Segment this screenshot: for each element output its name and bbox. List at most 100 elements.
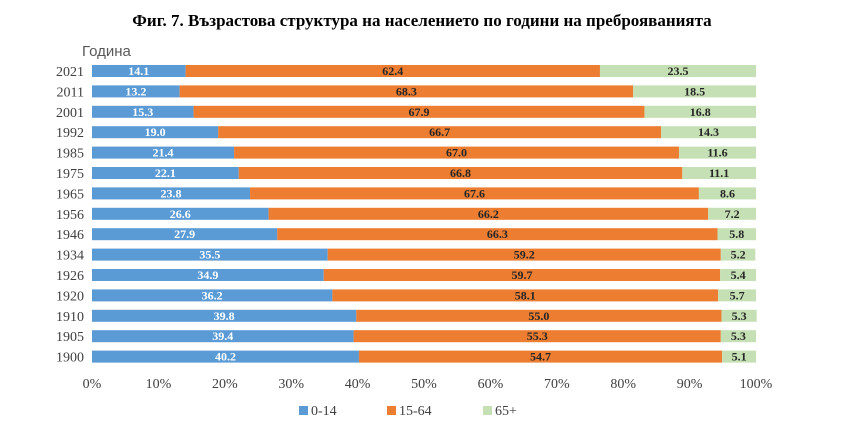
bar-segment-0-14	[92, 269, 324, 281]
bar-segment-15-64	[268, 207, 709, 220]
x-tick-label: 50%	[411, 377, 437, 392]
y-tick-label: 2001	[56, 106, 84, 121]
bar-segment-15-64	[193, 105, 645, 118]
bar-segment-0-14	[92, 207, 269, 220]
data-label: 11.1	[709, 166, 729, 180]
bar-segment-15-64	[323, 269, 721, 281]
y-tick-label: 1920	[56, 289, 84, 304]
data-label: 5.3	[731, 329, 746, 343]
bar-segment-15-64	[277, 228, 718, 241]
data-label: 55.3	[527, 329, 548, 343]
data-label: 55.0	[528, 309, 549, 323]
data-label: 15.3	[132, 105, 153, 119]
y-axis-label: Година	[82, 43, 132, 60]
data-label: 22.1	[155, 166, 176, 180]
data-label: 5.8	[729, 227, 744, 241]
data-label: 67.9	[409, 105, 430, 119]
bar-segment-65+	[698, 187, 756, 200]
bar-segment-15-64	[218, 126, 662, 139]
data-label: 5.1	[732, 350, 747, 364]
data-label: 54.7	[530, 350, 551, 364]
bar-segment-15-64	[238, 167, 683, 179]
y-tick-label: 1975	[56, 167, 84, 182]
y-tick-label: 1946	[56, 228, 84, 243]
data-label: 21.4	[153, 146, 174, 160]
data-label: 39.4	[212, 329, 233, 343]
y-tick-label: 1992	[56, 126, 84, 141]
data-label: 35.5	[199, 248, 220, 262]
x-tick-label: 0%	[83, 377, 102, 392]
legend: 0-14 15-64 65+	[299, 404, 517, 419]
legend-swatch-15-64	[387, 406, 396, 415]
bar-segment-65+	[599, 65, 756, 77]
bar-segment-0-14	[92, 167, 239, 179]
data-label: 66.3	[487, 227, 508, 241]
data-label: 36.2	[202, 288, 223, 302]
data-label: 39.8	[214, 309, 235, 323]
bar-segment-65+	[722, 350, 756, 363]
data-label: 14.1	[128, 64, 149, 78]
x-tick-label: 30%	[278, 377, 304, 392]
data-label: 7.2	[725, 207, 740, 221]
bar-segment-0-14	[92, 228, 278, 241]
data-label: 66.2	[478, 207, 499, 221]
bar-segment-15-64	[250, 187, 699, 200]
data-label: 34.9	[197, 268, 218, 282]
bar-segment-65+	[678, 146, 756, 159]
x-tick-label: 60%	[478, 377, 504, 392]
y-tick-label: 1905	[56, 330, 84, 345]
bar-segment-15-64	[179, 85, 634, 98]
bar-segment-0-14	[92, 85, 180, 98]
data-label: 59.2	[514, 248, 535, 262]
bar-segment-65+	[661, 126, 756, 139]
y-tick-labels: 2021 2011 2001 1992 1985 1975 1965 1956 1946 1934…	[56, 65, 84, 366]
bar-segment-65+	[720, 269, 756, 281]
bar-segment-0-14	[92, 65, 186, 77]
data-label: 62.4	[382, 64, 403, 78]
x-tick-labels: 0% 10% 20% 30% 40% 50% 60% 70% 80% 90% 100%	[83, 377, 773, 392]
bar-segment-65+	[721, 309, 757, 322]
y-tick-label: 1926	[56, 269, 84, 284]
y-tick-label: 1985	[56, 147, 84, 162]
x-tick-label: 20%	[212, 377, 238, 392]
x-tick-label: 100%	[740, 377, 773, 392]
bar-segment-65+	[718, 289, 756, 302]
x-tick-label: 10%	[146, 377, 172, 392]
data-label: 16.8	[690, 105, 711, 119]
data-label: 18.5	[684, 84, 705, 98]
data-label: 27.9	[174, 227, 195, 241]
bar-segment-15-64	[356, 309, 722, 322]
y-tick-label: 2021	[56, 65, 84, 80]
data-label: 23.8	[161, 186, 182, 200]
data-label: 5.7	[730, 288, 745, 302]
bar-segment-65+	[720, 248, 756, 261]
data-label: 66.8	[450, 166, 471, 180]
data-label: 26.6	[170, 207, 191, 221]
data-labels-layer: 14.1 62.4 23.5 13.2 68.3 18.5 15.3 67.9 16.8 19.0…	[125, 64, 746, 364]
data-label: 23.5	[667, 64, 688, 78]
x-tick-label: 90%	[677, 377, 703, 392]
bar-segment-0-14	[92, 146, 235, 159]
legend-swatch-0-14	[299, 406, 308, 415]
data-label: 5.2	[731, 248, 746, 262]
bar-segment-15-64	[234, 146, 679, 159]
data-label: 66.7	[429, 125, 450, 139]
bar-segment-0-14	[92, 350, 359, 363]
data-label: 67.6	[464, 186, 485, 200]
y-tick-label: 2011	[57, 85, 84, 100]
y-tick-label: 1910	[56, 310, 84, 325]
data-label: 5.4	[731, 268, 746, 282]
bar-segment-0-14	[92, 289, 333, 302]
x-tick-label: 80%	[610, 377, 636, 392]
data-label: 59.7	[511, 268, 532, 282]
chart-title: Фиг. 7. Възрастова структура на населени…	[132, 11, 712, 30]
bar-segment-15-64	[185, 65, 600, 77]
bar-segment-65+	[644, 105, 756, 118]
data-label: 58.1	[515, 288, 536, 302]
data-label: 19.0	[145, 125, 166, 139]
bar-segment-0-14	[92, 248, 328, 261]
y-tick-label: 1900	[56, 351, 84, 366]
data-label: 67.0	[446, 146, 467, 160]
